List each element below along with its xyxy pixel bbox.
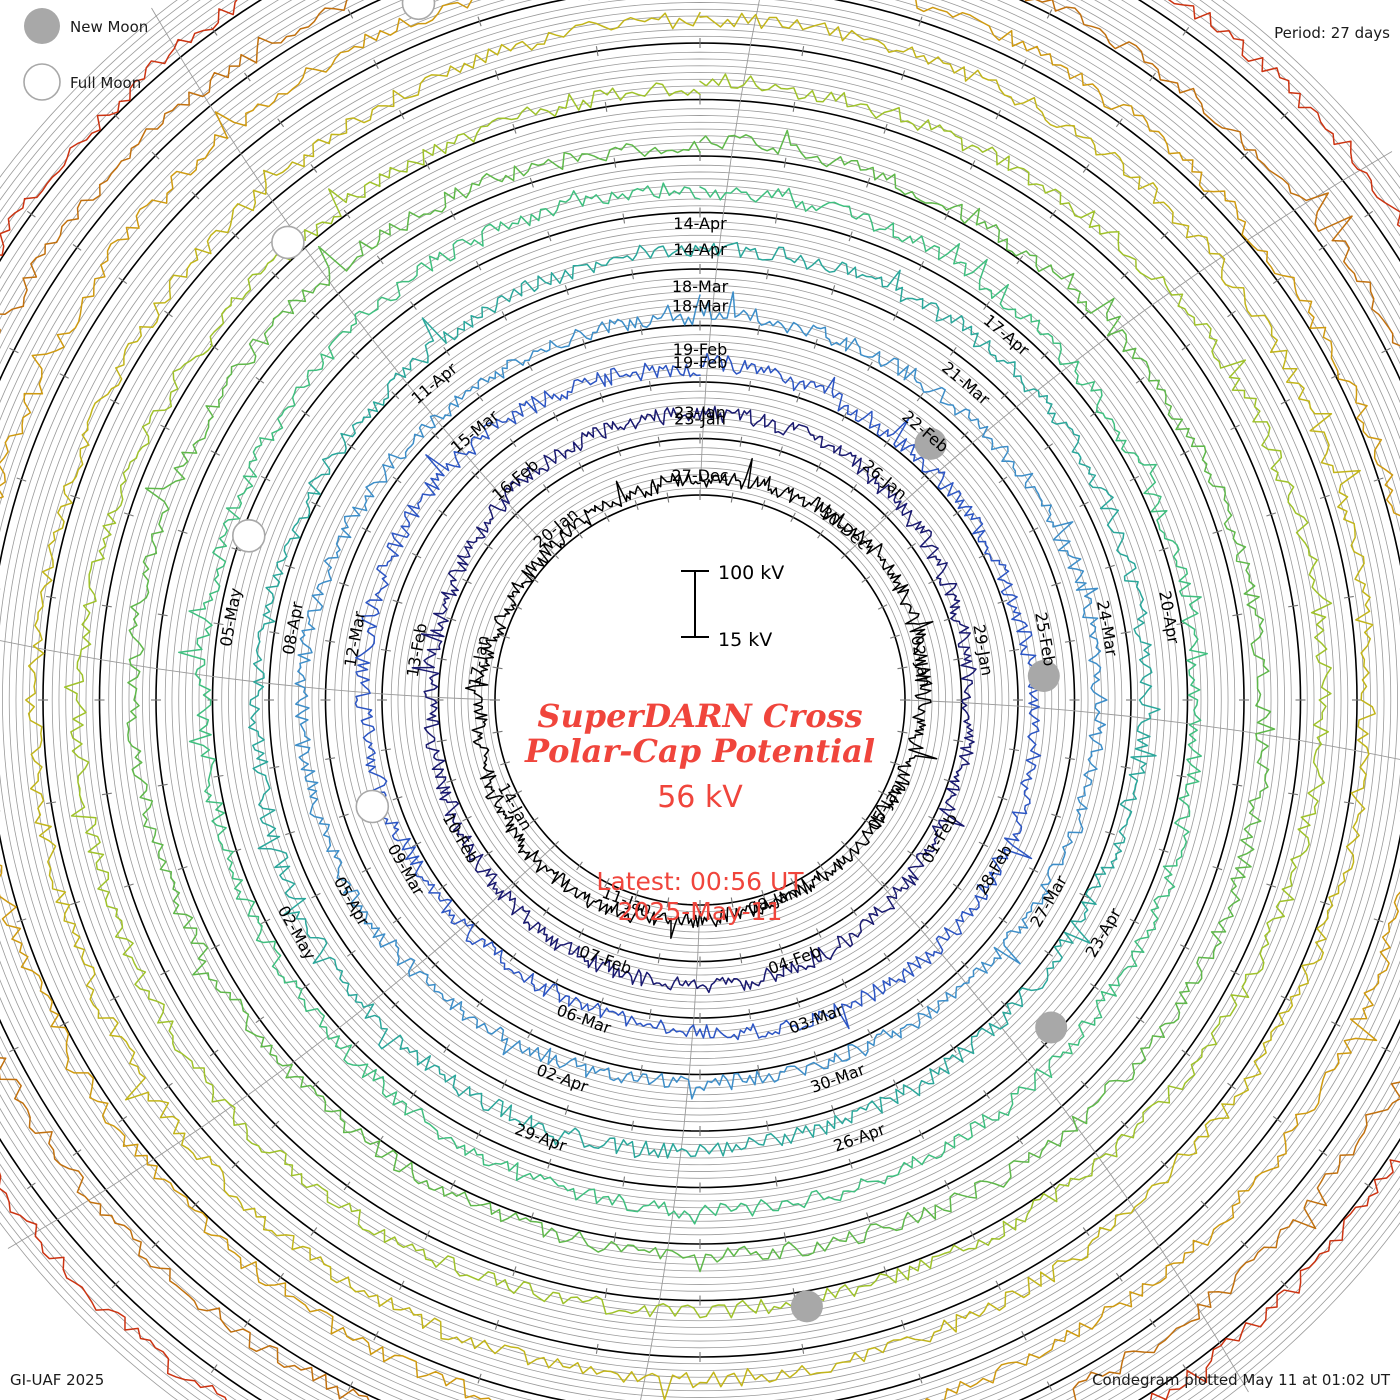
scale-bar: 100 kV 15 kV bbox=[681, 562, 784, 651]
ring-date-label: 09-Mar bbox=[384, 841, 429, 900]
ring-date-label: 12-Mar bbox=[341, 609, 370, 668]
current-value: 56 kV bbox=[657, 780, 743, 815]
series-trace-1 bbox=[411, 405, 977, 994]
credit-label: GI-UAF 2025 bbox=[10, 1371, 104, 1389]
series-trace-8 bbox=[25, 11, 1376, 1400]
ring-date-label: 19-Feb bbox=[673, 353, 727, 372]
ring-date-label: 28-Feb bbox=[972, 841, 1016, 898]
full-moon-label: Full Moon bbox=[70, 74, 141, 92]
new-moon-icon bbox=[24, 8, 60, 44]
ring-date-label: 20-Apr bbox=[1155, 589, 1183, 645]
title-line-1: SuperDARN Cross bbox=[537, 697, 862, 735]
center-title-block: SuperDARN Cross Polar-Cap Potential 56 k… bbox=[524, 697, 875, 926]
new-moon-marker bbox=[914, 427, 947, 460]
ring-date-label: 02-Jan bbox=[907, 634, 935, 688]
new-moon-marker bbox=[1035, 1011, 1068, 1044]
full-moon-marker bbox=[232, 518, 266, 553]
ring-date-label: 23-Jan bbox=[674, 403, 726, 422]
series-trace-7 bbox=[63, 73, 1333, 1319]
full-moon-marker bbox=[401, 0, 436, 21]
series-trace-2 bbox=[354, 352, 1042, 1041]
period-label: Period: 27 days bbox=[1274, 24, 1390, 42]
ring-date-label: 05-Apr bbox=[330, 873, 373, 929]
ring-date-label: 29-Apr bbox=[512, 1119, 569, 1155]
ring-date-label: 05-Jan bbox=[864, 780, 906, 834]
moon-marker-layer bbox=[232, 0, 1068, 1323]
ring-date-label: 14-Jan bbox=[494, 780, 536, 834]
ring-date-label: 05-May bbox=[216, 586, 245, 648]
ring-date-label: 25-Feb bbox=[1031, 611, 1059, 668]
ring-date-label: 01-Feb bbox=[918, 810, 962, 867]
ring-date-label: 23-Apr bbox=[1082, 904, 1125, 960]
series-trace-3 bbox=[294, 291, 1108, 1100]
ring-date-label: 14-Apr bbox=[673, 214, 727, 233]
full-moon-icon bbox=[23, 63, 61, 101]
latest-time: Latest: 00:56 UT bbox=[596, 867, 804, 896]
new-moon-label: New Moon bbox=[70, 18, 148, 36]
ring-date-label: 27-Mar bbox=[1026, 872, 1071, 931]
ring-date-label: 17-Jan bbox=[465, 634, 493, 688]
full-moon-marker bbox=[271, 225, 305, 260]
scale-bottom-label: 15 kV bbox=[718, 629, 772, 651]
title-line-2: Polar-Cap Potential bbox=[524, 732, 875, 770]
latest-date: 2025-May-11 bbox=[618, 897, 783, 926]
ring-date-label: 18-Mar bbox=[672, 277, 729, 296]
ring-date-label: 19-Feb bbox=[673, 340, 727, 359]
new-moon-marker bbox=[790, 1290, 823, 1323]
scale-top-label: 100 kV bbox=[718, 562, 784, 584]
ring-date-label: 08-Apr bbox=[279, 600, 307, 656]
series-trace-4 bbox=[248, 241, 1161, 1159]
series-trace-6 bbox=[126, 129, 1276, 1273]
ring-date-label: 18-Mar bbox=[672, 297, 729, 316]
legend: New Moon Full Moon bbox=[23, 8, 148, 101]
ring-date-label: 10-Feb bbox=[439, 810, 483, 867]
ring-date-label: 26-Apr bbox=[831, 1119, 888, 1155]
ring-date-label: 27-Dec bbox=[671, 466, 728, 485]
ring-date-label: 14-Apr bbox=[673, 240, 727, 259]
full-moon-marker bbox=[355, 789, 390, 824]
new-moon-marker bbox=[1027, 660, 1060, 692]
ring-date-label: 23-Jan bbox=[674, 410, 726, 429]
series-trace-5 bbox=[178, 182, 1208, 1225]
series-trace-0 bbox=[464, 457, 938, 939]
plotted-label: Condegram plotted May 11 at 01:02 UT bbox=[1092, 1371, 1391, 1389]
